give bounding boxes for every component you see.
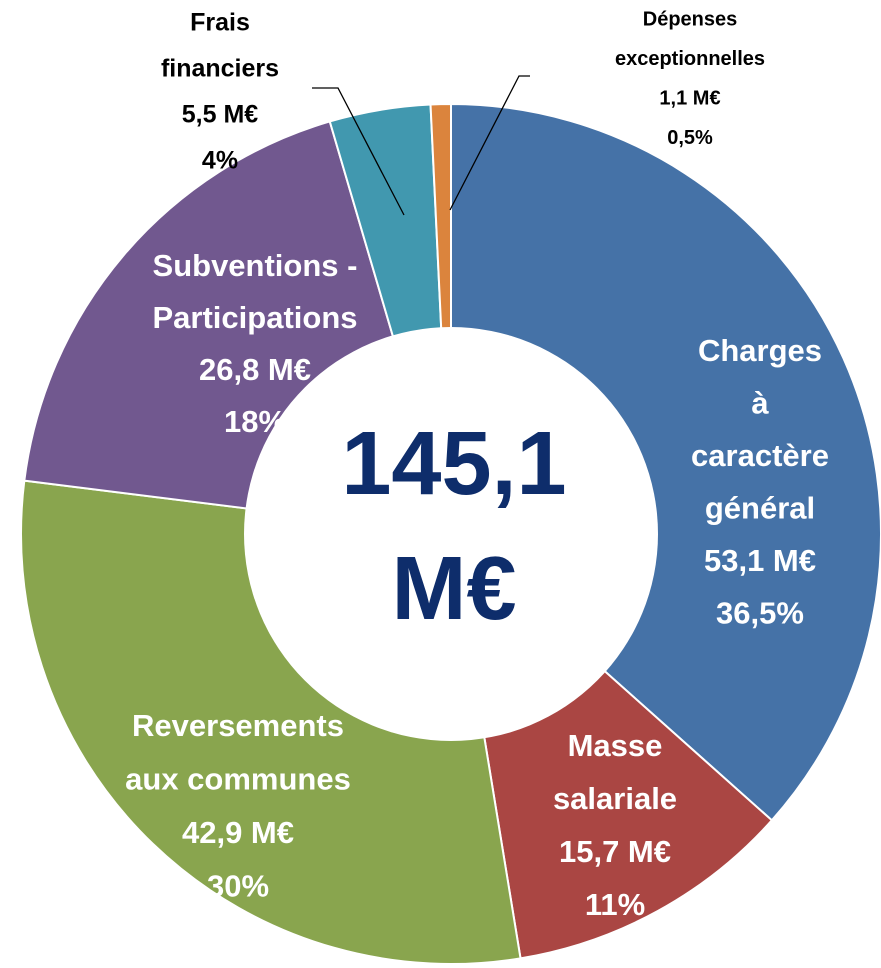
slice-label: aux communes: [125, 762, 351, 797]
slice-label: 0,5%: [667, 127, 713, 149]
donut-hole: [244, 327, 658, 741]
slice-label: financiers: [161, 55, 279, 83]
slice-label: 4%: [202, 147, 238, 175]
slice-label: Charges: [698, 333, 822, 368]
slice-label: salariale: [553, 781, 677, 816]
slice-label: Frais: [190, 9, 250, 37]
slice-label: à: [751, 386, 769, 421]
leader-line: [449, 75, 530, 211]
slice-label: 30%: [207, 869, 269, 904]
donut-slice: [450, 102, 881, 822]
slice-label: 42,9 M€: [182, 815, 294, 850]
slice-label: 1,1 M€: [659, 87, 720, 109]
slice-label: Participations: [153, 300, 358, 335]
slice-label: Subventions -: [153, 248, 358, 283]
slice-label: 15,7 M€: [559, 834, 671, 869]
slice-label: Masse: [568, 728, 663, 763]
slice-label: exceptionnelles: [615, 48, 765, 70]
center-label: 145,1: [341, 414, 566, 514]
center-label: M€: [391, 539, 516, 639]
slice-label: 53,1 M€: [704, 543, 816, 578]
slice-label: Dépenses: [643, 8, 738, 30]
leader-line: [312, 87, 405, 216]
slice-label: 26,8 M€: [199, 352, 311, 387]
slice-label: Reversements: [132, 708, 344, 743]
slice-label: caractère: [691, 438, 829, 473]
slice-label: 36,5%: [716, 596, 804, 631]
slice-label: général: [705, 491, 815, 526]
slice-label: 5,5 M€: [182, 101, 259, 129]
slice-label: 11%: [585, 887, 645, 922]
